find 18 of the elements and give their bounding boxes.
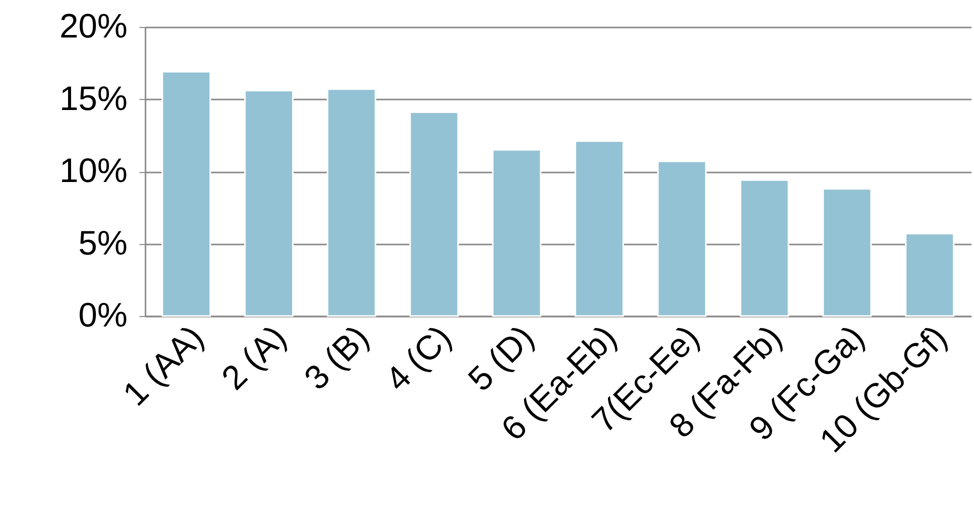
y-tick-label: 5% <box>78 224 128 262</box>
y-tick-label: 15% <box>59 80 128 118</box>
y-tick-label: 20% <box>59 8 128 46</box>
bar <box>740 179 790 317</box>
bar <box>822 188 872 317</box>
bar <box>657 160 707 317</box>
y-tick-label: 0% <box>78 296 128 334</box>
y-tick-label: 10% <box>59 152 128 190</box>
bar <box>409 112 459 317</box>
x-tick-label: 4 (C) <box>378 318 459 399</box>
bar <box>904 232 954 317</box>
x-tick-label: 3 (B) <box>297 318 376 398</box>
bar <box>326 88 376 317</box>
bar <box>162 71 212 317</box>
bar <box>244 90 294 317</box>
x-tick-label: 2 (A) <box>214 318 294 398</box>
bar <box>492 149 542 317</box>
bar <box>574 140 624 317</box>
